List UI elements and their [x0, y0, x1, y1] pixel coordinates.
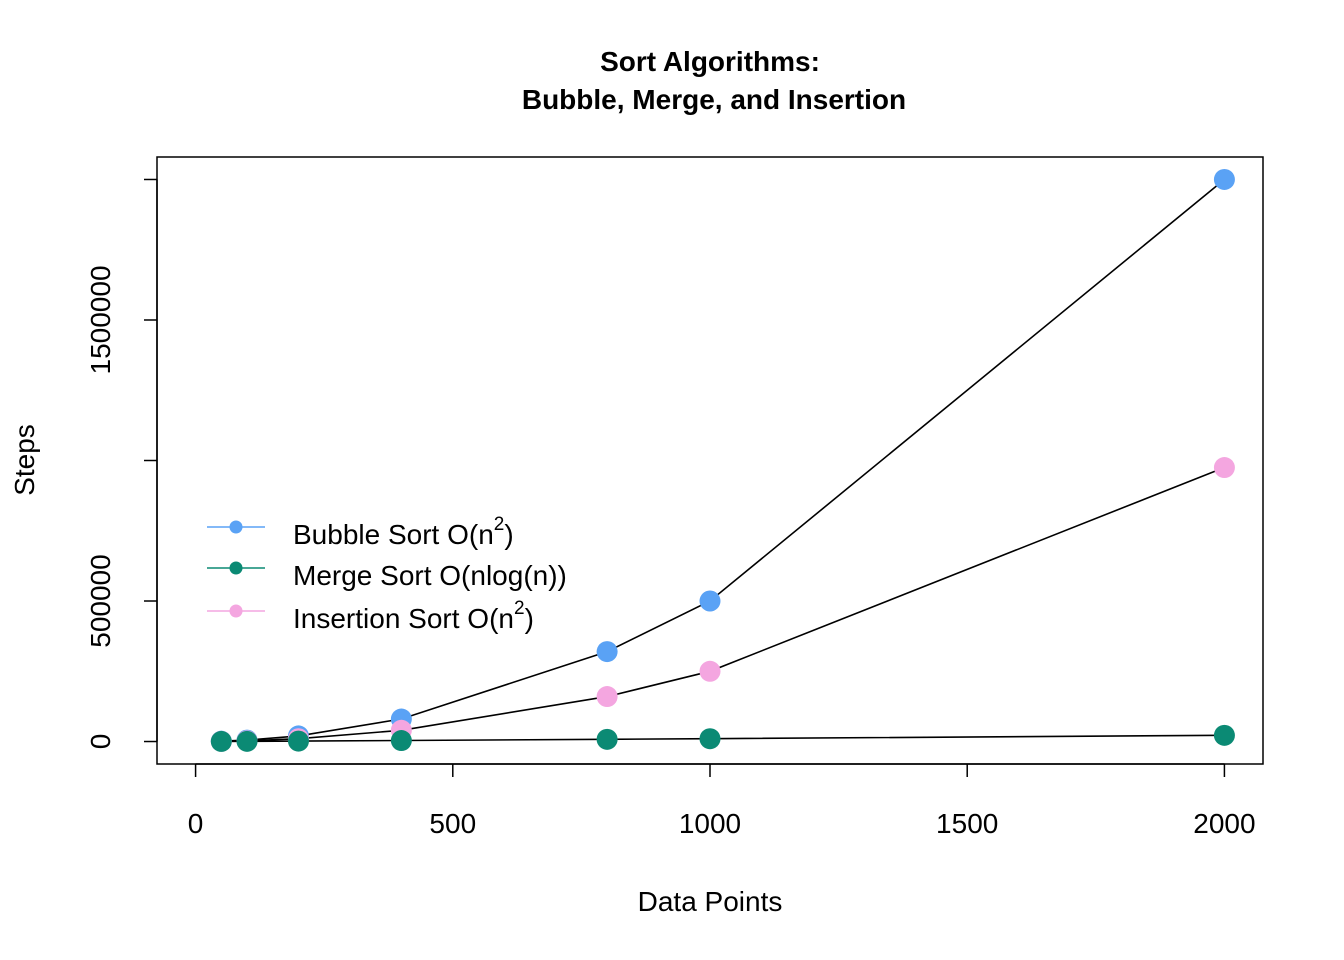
y-axis: 0 500000 1500000 [85, 178, 158, 750]
legend-marker [229, 604, 243, 618]
y-tick-label: 0 [85, 734, 116, 750]
data-point [390, 730, 412, 752]
data-point [596, 686, 618, 708]
legend-label: Insertion Sort O(n2) [293, 598, 534, 634]
data-point [596, 641, 618, 663]
legend-label: Bubble Sort O(n2) [293, 514, 514, 550]
data-point [699, 728, 721, 750]
data-point [1213, 457, 1235, 479]
x-tick-label: 0 [188, 808, 204, 839]
data-point [236, 730, 258, 752]
series-line [221, 734, 1225, 743]
series-lines [221, 178, 1225, 743]
data-point [699, 590, 721, 612]
y-tick-label: 500000 [85, 554, 116, 647]
x-tick-label: 1000 [679, 808, 741, 839]
y-tick-label: 1500000 [85, 265, 116, 374]
x-tick-label: 500 [429, 808, 476, 839]
series-points [210, 168, 1235, 752]
data-point [1213, 724, 1235, 746]
data-point [287, 730, 309, 752]
x-tick-label: 2000 [1193, 808, 1255, 839]
data-point [699, 660, 721, 682]
chart-title-line-1: Sort Algorithms: [600, 46, 820, 77]
legend-marker [229, 561, 243, 575]
chart-title-line-2: Bubble, Merge, and Insertion [522, 84, 906, 115]
legend-marker [229, 520, 243, 534]
legend: Bubble Sort O(n2) Merge Sort O(nlog(n)) In… [207, 514, 567, 634]
y-axis-label: Steps [9, 424, 40, 496]
x-axis-label: Data Points [638, 886, 783, 917]
data-point [210, 730, 232, 752]
x-axis: 0 500 1000 1500 2000 [188, 763, 1256, 839]
x-tick-label: 1500 [936, 808, 998, 839]
series-line [221, 178, 1225, 742]
data-point [596, 728, 618, 750]
data-point [1213, 168, 1235, 190]
legend-label: Merge Sort O(nlog(n)) [293, 560, 567, 591]
